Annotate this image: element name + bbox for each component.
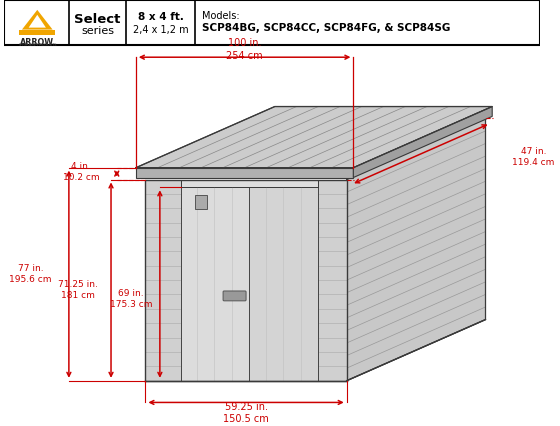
Polygon shape xyxy=(22,10,53,29)
Polygon shape xyxy=(181,187,249,381)
Text: 8 x 4 ft.: 8 x 4 ft. xyxy=(138,12,184,22)
Bar xyxy=(4,0,540,46)
Text: 69 in.
175.3 cm: 69 in. 175.3 cm xyxy=(110,289,152,309)
Polygon shape xyxy=(29,15,46,28)
Polygon shape xyxy=(146,179,347,381)
Polygon shape xyxy=(146,179,181,381)
Text: Select: Select xyxy=(74,13,121,26)
Polygon shape xyxy=(181,187,318,381)
Polygon shape xyxy=(353,106,492,178)
Polygon shape xyxy=(136,106,492,168)
Polygon shape xyxy=(347,118,486,381)
FancyBboxPatch shape xyxy=(223,291,246,301)
Bar xyxy=(195,195,207,209)
Text: 59.25 in.
150.5 cm: 59.25 in. 150.5 cm xyxy=(223,402,269,424)
Text: SCP84BG, SCP84CC, SCP84FG, & SCP84SG: SCP84BG, SCP84CC, SCP84FG, & SCP84SG xyxy=(202,23,450,33)
Text: ARROW: ARROW xyxy=(20,38,54,47)
Text: 77 in.
195.6 cm: 77 in. 195.6 cm xyxy=(9,264,52,284)
Text: 71.25 in.
181 cm: 71.25 in. 181 cm xyxy=(58,280,97,300)
Text: 47 in.
119.4 cm: 47 in. 119.4 cm xyxy=(512,147,555,167)
Text: 4 in.
10.2 cm: 4 in. 10.2 cm xyxy=(63,161,100,181)
Text: series: series xyxy=(81,26,114,36)
Text: 100 in.
254 cm: 100 in. 254 cm xyxy=(226,38,263,60)
Polygon shape xyxy=(249,187,318,381)
Text: 2,4 x 1,2 m: 2,4 x 1,2 m xyxy=(133,25,189,35)
Text: Models:: Models: xyxy=(202,11,240,21)
Bar xyxy=(19,29,55,35)
Polygon shape xyxy=(318,179,347,381)
Polygon shape xyxy=(136,168,353,178)
Text: STORAGE PRODUCTS: STORAGE PRODUCTS xyxy=(18,43,56,47)
